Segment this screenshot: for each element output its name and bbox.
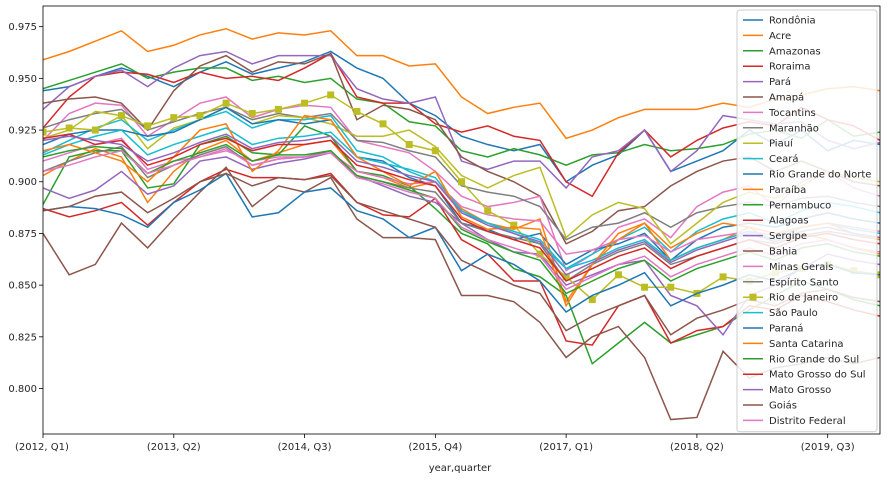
series-point-rio-de-janeiro [117,112,125,120]
legend-label: Ceará [769,153,799,165]
x-tick-label: (2013, Q2) [147,442,201,453]
series-point-rio-de-janeiro [353,107,361,115]
legend-label: Roraima [769,62,811,73]
y-tick-label: 0.800 [8,384,37,395]
x-axis: (2012, Q1) (2013, Q2) (2014, Q3) (2015, Q4)… [15,434,855,453]
y-tick-label: 0.900 [8,177,37,188]
series-point-rio-de-janeiro [144,122,152,130]
series-point-rio-de-janeiro [641,283,649,291]
legend-label: Rio de Janeiro [769,293,838,304]
series-point-rio-de-janeiro [719,273,727,281]
legend-label: Pernambuco [769,200,831,211]
legend-label: Piauí [769,138,794,150]
legend-label: Bahia [769,247,797,258]
legend-box [736,9,878,433]
legend-label: Rio Grande do Sul [769,354,859,365]
legend-label: Tocantins [768,108,816,119]
y-axis: 0.800 0.825 0.850 0.875 0.900 0.925 0.950 0.975 [8,22,43,395]
legend-label: Rondônia [769,15,816,27]
x-tick-label: (2017, Q1) [539,442,593,453]
legend-label: Espírito Santo [769,276,839,288]
series-point-rio-de-janeiro [274,105,282,113]
series-point-rio-de-janeiro [65,124,73,132]
legend-label: Santa Catarina [769,339,844,350]
series-point-rio-de-janeiro [327,91,335,99]
series-point-rio-de-janeiro [510,221,518,229]
y-tick-label: 0.950 [8,74,37,85]
legend-label: Paraíba [769,184,806,196]
legend-label: Mato Grosso do Sul [769,370,866,381]
series-point-rio-de-janeiro [196,112,204,120]
series-point-rio-de-janeiro [484,207,492,215]
series-point-rio-de-janeiro [170,114,178,122]
y-tick-label: 0.925 [8,126,37,137]
legend-label: Sergipe [769,231,807,242]
legend-label: Paraná [769,323,803,335]
series-point-rio-de-janeiro [301,99,309,107]
series-point-rio-de-janeiro [431,147,439,155]
legend-label: Acre [769,31,791,42]
legend-label: Alagoas [769,216,809,227]
plot-frame [42,5,881,435]
legend-label: Rio Grande do Norte [769,170,871,181]
legend-label: São Paulo [769,308,818,319]
series-point-rio-de-janeiro [588,296,596,304]
series-point-rio-de-janeiro [222,99,230,107]
legend-label: Minas Gerais [769,262,833,273]
legend-marker [749,293,757,301]
y-tick-label: 0.850 [8,281,37,292]
legend-label: Pará [769,76,791,88]
y-tick-label: 0.875 [8,229,37,240]
y-tick-label: 0.825 [8,332,37,343]
series-point-rio-de-janeiro [562,273,570,281]
series-point-rio-de-janeiro [91,126,99,134]
series-point-rio-de-janeiro [405,141,413,149]
x-tick-label: (2012, Q1) [15,442,69,453]
series-point-rio-de-janeiro [379,120,387,128]
x-tick-label: (2018, Q2) [670,442,724,453]
x-tick-label: (2015, Q4) [408,442,462,453]
series-point-rio-de-janeiro [536,250,544,258]
series-point-rio-de-janeiro [458,178,465,186]
y-tick-label: 0.975 [8,22,37,33]
legend-label: Mato Grosso [769,385,831,396]
series-point-rio-de-janeiro [43,128,47,136]
legend-label: Amapá [769,92,804,104]
legend-label: Amazonas [769,46,821,57]
series-point-rio-de-janeiro [667,283,675,291]
legend-label: Distrito Federal [769,416,846,427]
series-point-rio-de-janeiro [614,271,622,279]
x-tick-label: (2019, Q3) [801,442,855,453]
x-tick-label: (2014, Q3) [278,442,332,453]
legend-label: Maranhão [769,123,819,134]
legend-label: Goiás [769,400,797,412]
legend: Rondônia Acre Amazonas Roraima Pará Amapá Toca… [736,9,878,433]
series-point-rio-de-janeiro [248,110,256,118]
x-axis-title: year,quarter [429,463,492,474]
